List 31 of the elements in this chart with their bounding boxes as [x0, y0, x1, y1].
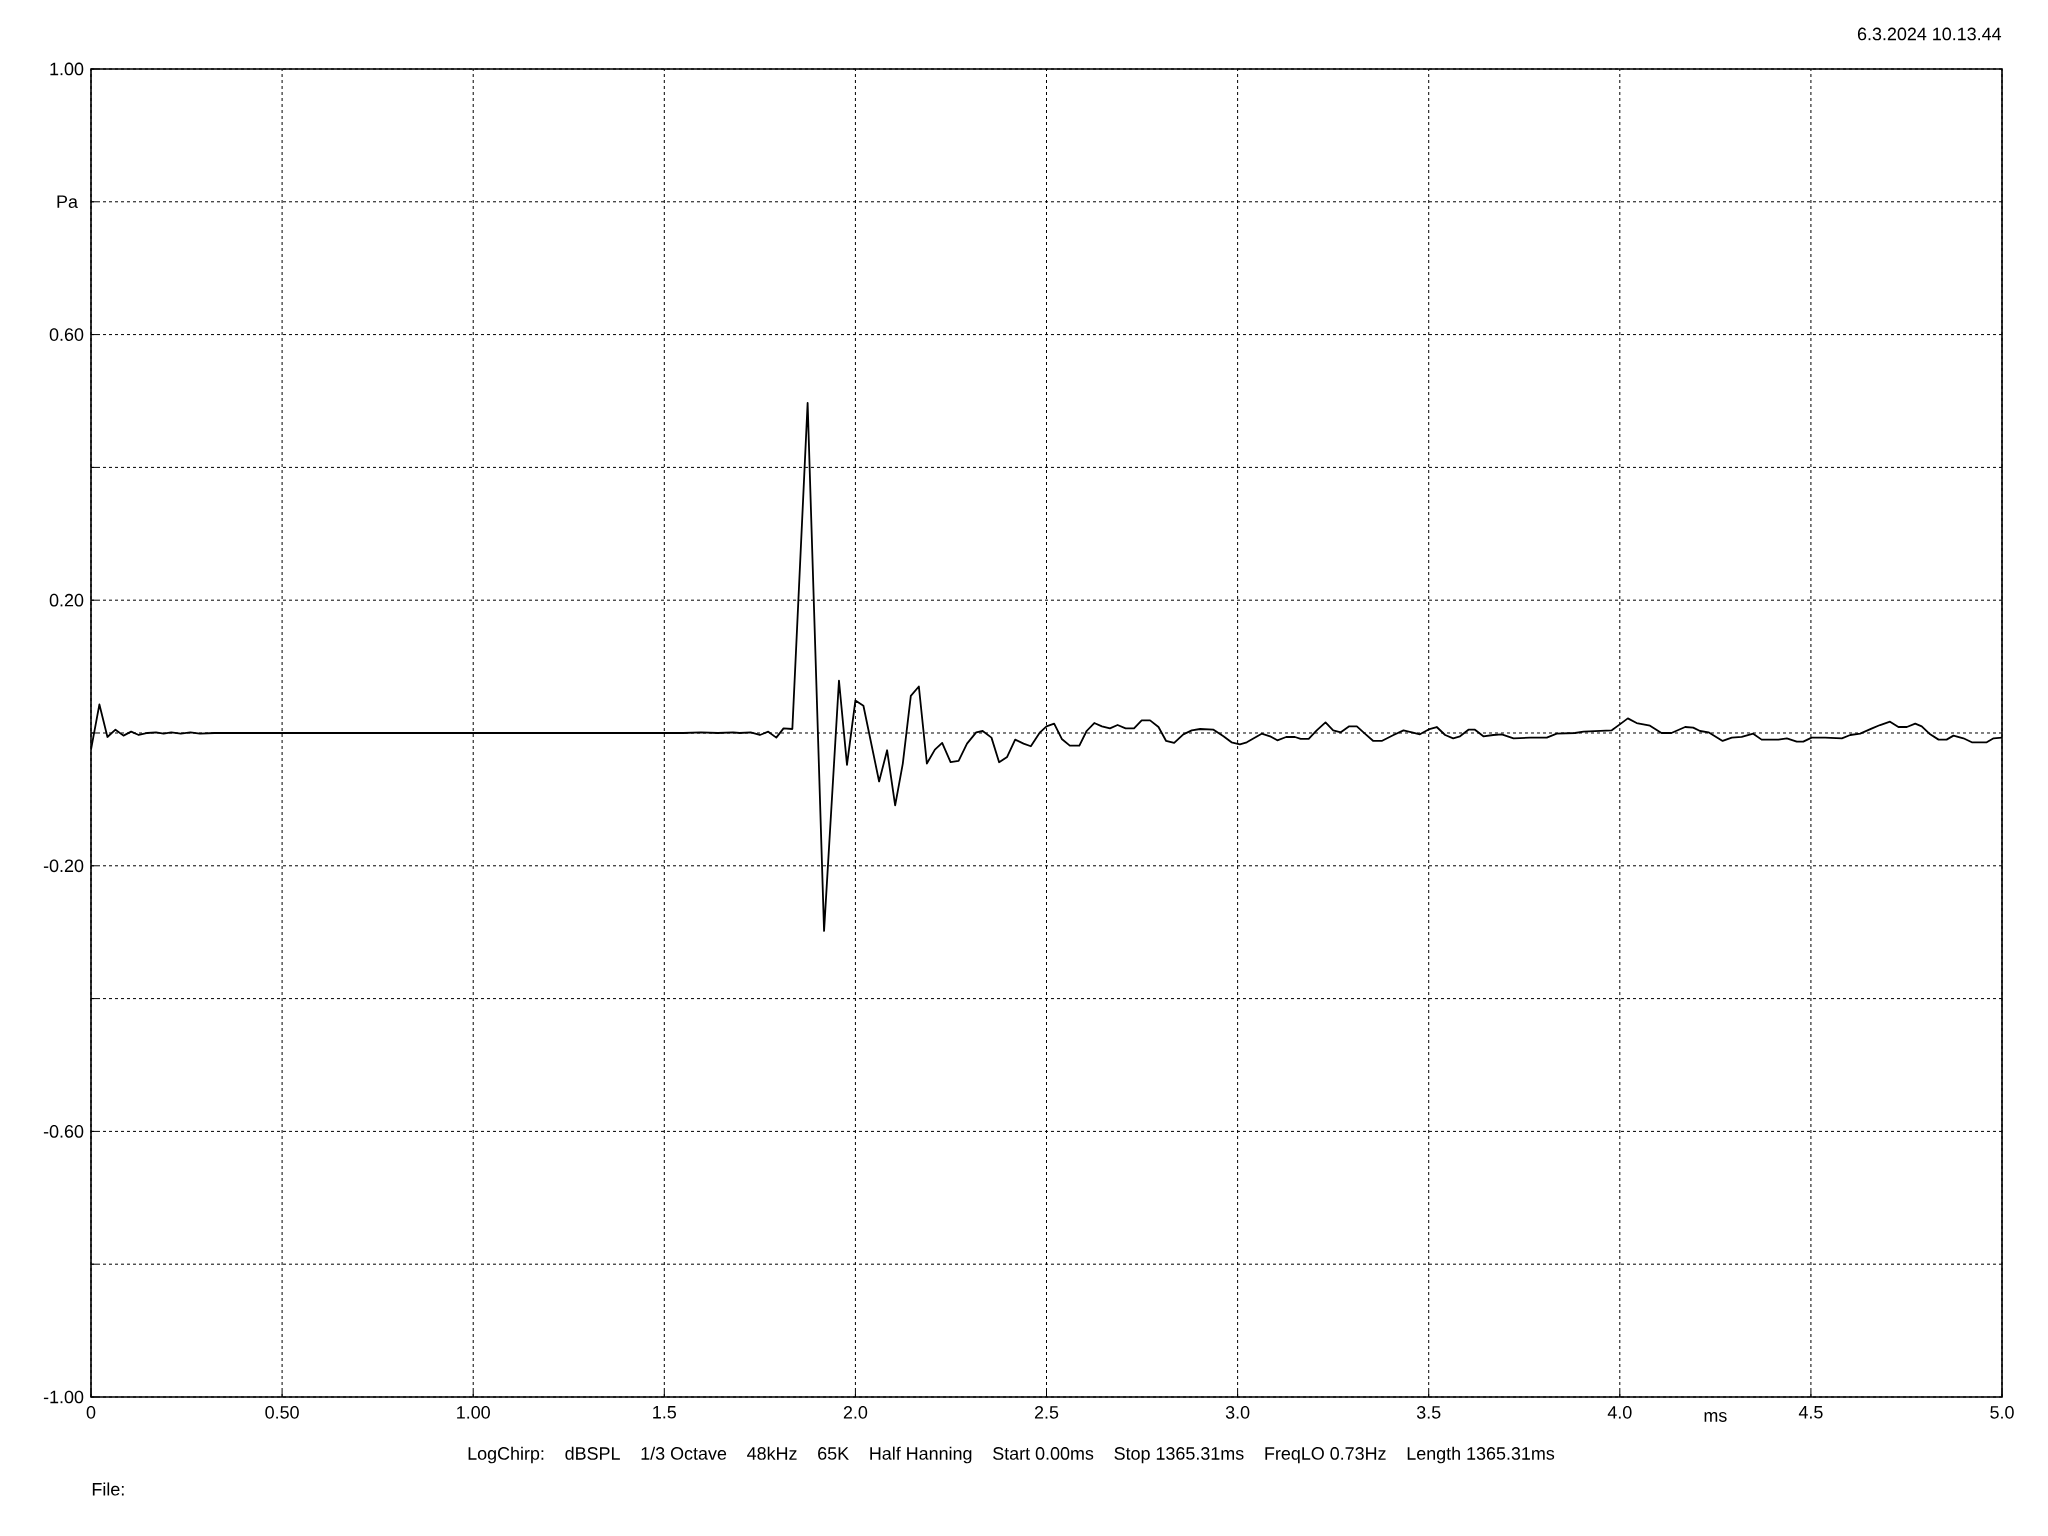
x-tick-label: 4.5 — [1798, 1406, 1823, 1419]
text: LogChirp: — [468, 1446, 544, 1464]
text: Length 1365.31ms — [1407, 1446, 1555, 1464]
y-tick-label: 0.60 — [49, 328, 84, 341]
x-tick-label: 4.0 — [1607, 1406, 1632, 1419]
y-axis-title: Pa — [57, 195, 78, 209]
text: Half Hanning — [870, 1446, 972, 1464]
x-tick-label: 2.5 — [1034, 1406, 1059, 1419]
y-tick-label: -0.20 — [43, 859, 84, 873]
text: 65K — [818, 1447, 849, 1460]
text: 1/3 Octave — [641, 1446, 727, 1460]
x-tick-label: 1.00 — [457, 1406, 490, 1419]
x-tick-label: 0 — [86, 1406, 96, 1419]
text: dBSPL — [565, 1446, 620, 1460]
text: 6.3.2024 10.13.44 — [1857, 27, 2002, 41]
text: FreqLO 0.73Hz — [1265, 1447, 1386, 1464]
text: File: — [92, 1482, 124, 1496]
y-tick-label: 1.00 — [50, 62, 84, 76]
x-tick-label: 3.0 — [1225, 1406, 1250, 1419]
y-tick-label: -1.00 — [43, 1390, 84, 1404]
y-tick-label: -0.60 — [43, 1125, 84, 1138]
x-tick-label: 5.0 — [1990, 1406, 2014, 1419]
y-tick-label: 0.20 — [49, 593, 84, 607]
x-tick-label: 2.0 — [843, 1406, 868, 1419]
x-axis-title: ms — [1704, 1412, 1727, 1422]
x-tick-label: 3.5 — [1416, 1406, 1441, 1419]
x-tick-label: 0.50 — [265, 1406, 299, 1419]
text: 48kHz — [747, 1446, 797, 1460]
text: Stop 1365.31ms — [1114, 1447, 1244, 1464]
text: Start 0.00ms — [993, 1447, 1094, 1460]
x-tick-label: 1.5 — [653, 1406, 677, 1419]
